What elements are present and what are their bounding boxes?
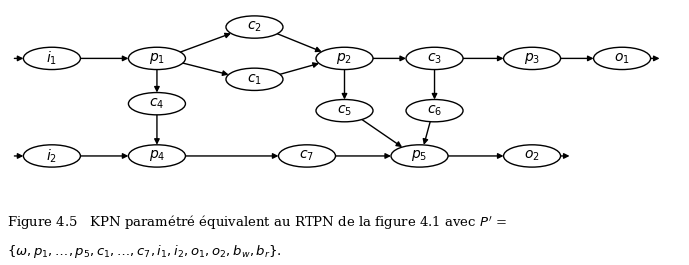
Text: $i_2$: $i_2$ (46, 147, 57, 165)
Text: $c_6$: $c_6$ (427, 103, 442, 118)
Ellipse shape (128, 145, 185, 167)
Text: $p_5$: $p_5$ (411, 148, 428, 164)
Text: $o_2$: $o_2$ (524, 149, 540, 163)
Text: $c_1$: $c_1$ (247, 72, 262, 86)
Ellipse shape (128, 47, 185, 69)
Ellipse shape (316, 47, 373, 69)
Text: $o_1$: $o_1$ (614, 51, 630, 66)
Text: $p_4$: $p_4$ (149, 148, 165, 164)
Text: $c_7$: $c_7$ (300, 149, 314, 163)
Text: $c_5$: $c_5$ (337, 103, 352, 118)
Text: $p_1$: $p_1$ (149, 51, 165, 66)
Ellipse shape (226, 68, 283, 90)
Ellipse shape (406, 47, 463, 69)
Ellipse shape (594, 47, 650, 69)
Ellipse shape (23, 47, 81, 69)
Ellipse shape (406, 100, 463, 122)
Ellipse shape (391, 145, 448, 167)
Ellipse shape (128, 92, 185, 115)
Ellipse shape (316, 100, 373, 122)
Ellipse shape (23, 145, 81, 167)
Text: $\{\omega, p_1,\ldots,p_5, c_1,\ldots,c_7, i_1, i_2, o_1, o_2, b_w, b_r\}$.: $\{\omega, p_1,\ldots,p_5, c_1,\ldots,c_… (7, 243, 282, 260)
Ellipse shape (504, 145, 561, 167)
Text: $c_2$: $c_2$ (247, 20, 262, 34)
Ellipse shape (504, 47, 561, 69)
Text: $p_3$: $p_3$ (524, 51, 540, 66)
Text: $c_3$: $c_3$ (427, 51, 442, 66)
Text: $c_4$: $c_4$ (150, 96, 165, 111)
Ellipse shape (226, 16, 283, 38)
Text: $p_2$: $p_2$ (336, 51, 353, 66)
Text: Figure 4.5   KPN paramétré équivalent au RTPN de la figure 4.1 avec $P^{\prime}$: Figure 4.5 KPN paramétré équivalent au R… (7, 213, 506, 231)
Text: $i_1$: $i_1$ (46, 50, 57, 67)
Ellipse shape (278, 145, 336, 167)
